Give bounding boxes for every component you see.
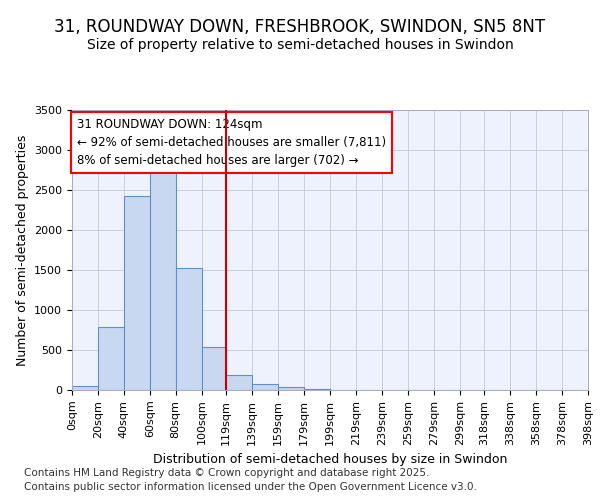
Bar — [278, 387, 304, 390]
Text: 31, ROUNDWAY DOWN, FRESHBROOK, SWINDON, SN5 8NT: 31, ROUNDWAY DOWN, FRESHBROOK, SWINDON, … — [55, 18, 545, 36]
Text: Contains HM Land Registry data © Crown copyright and database right 2025.: Contains HM Land Registry data © Crown c… — [24, 468, 430, 477]
Bar — [202, 347, 226, 390]
Bar — [72, 386, 98, 390]
Y-axis label: Number of semi-detached properties: Number of semi-detached properties — [16, 134, 29, 366]
Text: Size of property relative to semi-detached houses in Swindon: Size of property relative to semi-detach… — [86, 38, 514, 52]
Bar — [124, 196, 150, 390]
Text: 31 ROUNDWAY DOWN: 124sqm
← 92% of semi-detached houses are smaller (7,811)
8% of: 31 ROUNDWAY DOWN: 124sqm ← 92% of semi-d… — [77, 118, 386, 168]
Bar — [252, 384, 278, 390]
Bar — [150, 160, 176, 390]
Bar — [226, 375, 252, 390]
Text: Contains public sector information licensed under the Open Government Licence v3: Contains public sector information licen… — [24, 482, 477, 492]
Bar — [304, 389, 330, 390]
X-axis label: Distribution of semi-detached houses by size in Swindon: Distribution of semi-detached houses by … — [153, 453, 507, 466]
Bar — [176, 268, 202, 390]
Bar — [98, 327, 124, 390]
